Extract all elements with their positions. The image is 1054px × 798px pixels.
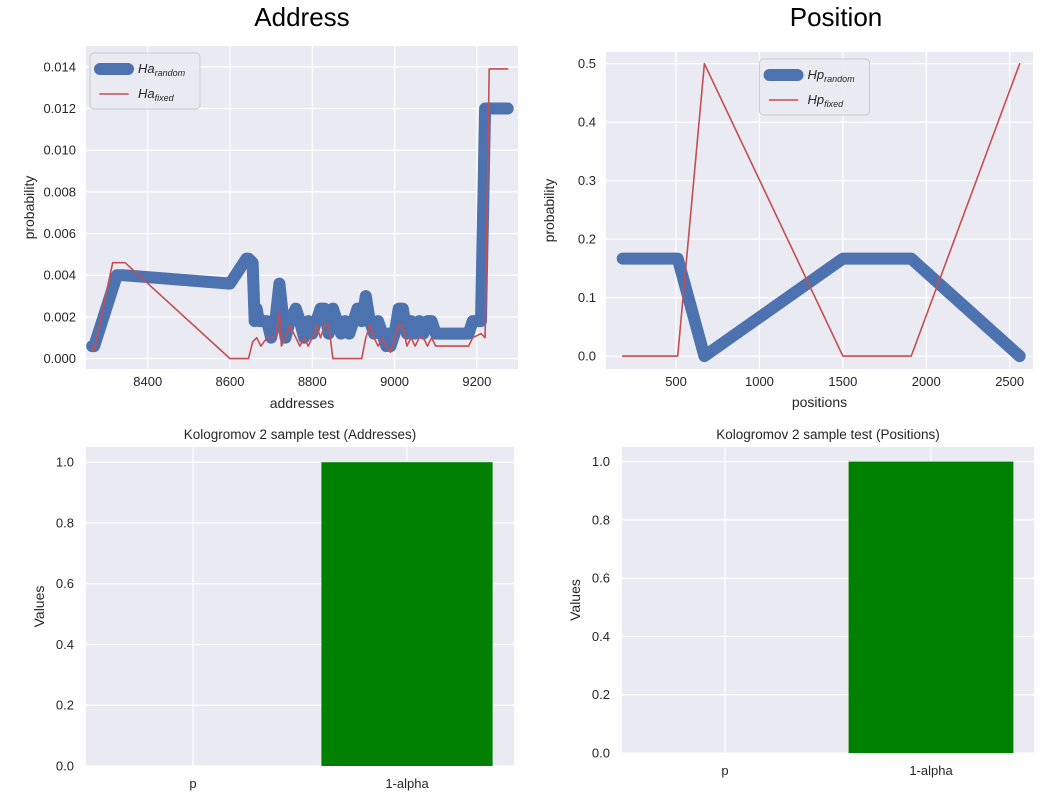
- y-tick-label: 0.014: [43, 59, 76, 74]
- y-tick-label: 0.0: [592, 746, 610, 761]
- y-tick-label: 0.4: [578, 115, 596, 130]
- x-tick-label: 500: [665, 374, 687, 389]
- position-heading: Position: [789, 2, 883, 32]
- y-tick-label: 0.004: [43, 268, 76, 283]
- y-tick-label: 0.008: [43, 184, 76, 199]
- y-tick-label: 0.3: [578, 173, 596, 188]
- y-tick-label: 0.012: [43, 101, 76, 116]
- y-tick-label: 0.2: [592, 687, 610, 702]
- chart-addr: 8400 8600 8800 9000 9200 0.000 0.002 0.004 0.006…: [21, 46, 518, 411]
- x-axis-label: addresses: [270, 395, 335, 411]
- y-axis-label: probability: [541, 179, 557, 243]
- x-tick-label: 9200: [462, 374, 491, 389]
- x-tick-label: 8400: [133, 374, 162, 389]
- y-tick-label: 0.8: [56, 515, 74, 530]
- y-tick-label: 0.002: [43, 309, 76, 324]
- bar-1-alpha: [321, 462, 493, 766]
- y-tick-label: 0.6: [56, 576, 74, 591]
- legend-entry: Harandom: [138, 61, 186, 78]
- series-line-random: [86, 102, 514, 353]
- y-tick-label: 0.5: [578, 56, 596, 71]
- y-tick-label: 1.0: [592, 454, 610, 469]
- y-tick-label: 0.2: [578, 232, 596, 247]
- x-tick-label: 2000: [912, 374, 941, 389]
- x-tick-label: 2500: [995, 374, 1024, 389]
- x-tick-label: 1-alpha: [909, 763, 953, 778]
- y-axis-label: Values: [31, 586, 47, 628]
- y-tick-label: 0.1: [578, 290, 596, 305]
- y-tick-label: 0.000: [43, 351, 76, 366]
- y-tick-label: 0.6: [592, 571, 610, 586]
- y-tick-label: 0.4: [56, 637, 74, 652]
- x-tick-label: 1000: [745, 374, 774, 389]
- address-heading: Address: [254, 2, 350, 32]
- x-tick-label: 1500: [828, 374, 857, 389]
- x-axis-label: positions: [792, 394, 847, 410]
- legend-entry: Hafixed: [138, 86, 175, 103]
- chart-pos: 500 1000 1500 2000 2500 0.0 0.1 0.2 0.3 0.4 0.5 pos…: [541, 52, 1033, 410]
- series-line-fixed: [621, 62, 1021, 357]
- y-axis-label: Values: [567, 579, 583, 621]
- y-tick-label: 1.0: [56, 455, 74, 470]
- y-tick-label: 0.4: [592, 629, 610, 644]
- chart-title: Kologromov 2 sample test (Positions): [716, 427, 940, 442]
- y-tick-label: 0.0: [56, 759, 74, 774]
- x-tick-label: p: [189, 776, 196, 791]
- chart-ksaddr: 0.0 0.2 0.4 0.6 0.8 1.0 p 1-alpha Kologromov 2 s…: [31, 427, 514, 791]
- x-tick-label: 8600: [216, 374, 245, 389]
- y-tick-label: 0.0: [578, 349, 596, 364]
- x-tick-label: 8800: [298, 374, 327, 389]
- chart-title: Kologromov 2 sample test (Addresses): [184, 427, 417, 442]
- y-tick-label: 0.010: [43, 143, 76, 158]
- bar-1-alpha: [848, 461, 1014, 753]
- x-tick-label: 9000: [380, 374, 409, 389]
- x-tick-label: p: [721, 763, 728, 778]
- legend-entry: Hpfixed: [808, 92, 845, 109]
- chart-kspos: 0.0 0.2 0.4 0.6 0.8 1.0 p 1-alpha Kologromov 2 s…: [567, 427, 1034, 778]
- series-line-random: [616, 252, 1026, 363]
- y-axis-label: probability: [21, 176, 37, 240]
- y-tick-label: 0.8: [592, 512, 610, 527]
- x-tick-label: 1-alpha: [385, 776, 429, 791]
- legend-entry: Hprandom: [808, 67, 856, 84]
- series-line-fixed: [91, 68, 509, 360]
- y-tick-label: 0.006: [43, 226, 76, 241]
- y-tick-label: 0.2: [56, 698, 74, 713]
